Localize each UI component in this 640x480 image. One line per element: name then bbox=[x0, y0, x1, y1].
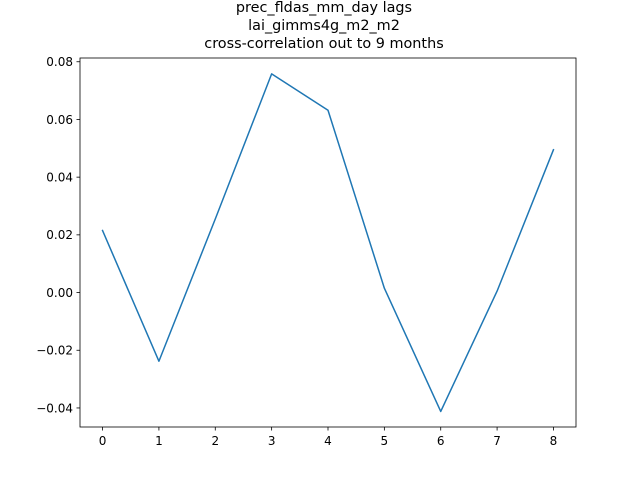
x-tick-label: 1 bbox=[155, 434, 163, 448]
y-tick-label: −0.02 bbox=[36, 344, 73, 358]
chart-title-line-1: prec_fldas_mm_day lags bbox=[236, 0, 412, 16]
y-tick-label: 0.06 bbox=[46, 113, 73, 127]
x-tick-label: 2 bbox=[211, 434, 219, 448]
y-tick-label: −0.04 bbox=[36, 401, 73, 415]
x-tick-label: 6 bbox=[437, 434, 445, 448]
x-tick-label: 3 bbox=[268, 434, 276, 448]
x-tick-label: 4 bbox=[324, 434, 332, 448]
y-tick-label: 0.02 bbox=[46, 228, 73, 242]
x-tick-label: 8 bbox=[550, 434, 558, 448]
y-tick-label: 0.00 bbox=[46, 286, 73, 300]
y-tick-label: 0.08 bbox=[46, 55, 73, 69]
chart-title: prec_fldas_mm_day lags lai_gimms4g_m2_m2… bbox=[204, 0, 443, 52]
x-tick-label: 0 bbox=[99, 434, 107, 448]
plot-frame bbox=[79, 57, 577, 428]
series-line bbox=[101, 73, 555, 413]
y-tick-label: 0.04 bbox=[46, 170, 73, 184]
x-tick-label: 7 bbox=[493, 434, 501, 448]
chart-title-line-3: cross-correlation out to 9 months bbox=[204, 36, 443, 52]
x-tick-label: 5 bbox=[381, 434, 389, 448]
chart-title-line-2: lai_gimms4g_m2_m2 bbox=[248, 18, 400, 34]
